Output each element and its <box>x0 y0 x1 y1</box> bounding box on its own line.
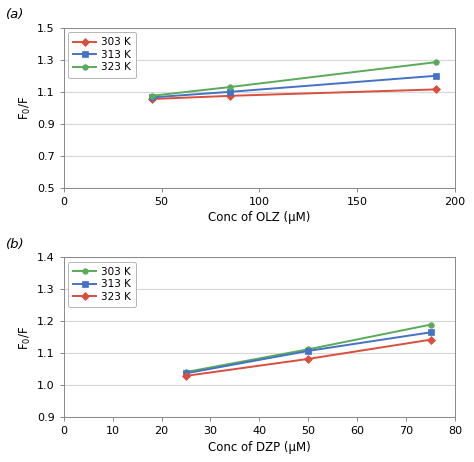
313 K <box>183 371 189 376</box>
Y-axis label: F$_0$/F: F$_0$/F <box>18 96 33 120</box>
Line: 313 K: 313 K <box>149 73 438 100</box>
Text: (a): (a) <box>6 8 25 21</box>
X-axis label: Conc of DZP (μM): Conc of DZP (μM) <box>208 441 311 454</box>
Y-axis label: F$_0$/F: F$_0$/F <box>18 325 33 350</box>
Legend: 303 K, 313 K, 323 K: 303 K, 313 K, 323 K <box>68 32 137 78</box>
323 K <box>149 93 155 98</box>
313 K <box>428 329 434 335</box>
Line: 323 K: 323 K <box>149 60 438 98</box>
X-axis label: Conc of OLZ (μM): Conc of OLZ (μM) <box>208 211 310 224</box>
323 K <box>227 84 233 90</box>
Legend: 303 K, 313 K, 323 K: 303 K, 313 K, 323 K <box>68 261 137 307</box>
323 K <box>305 356 311 362</box>
Line: 303 K: 303 K <box>149 87 438 102</box>
Text: (b): (b) <box>6 238 25 251</box>
Line: 323 K: 323 K <box>183 337 433 379</box>
303 K <box>149 96 155 102</box>
303 K <box>428 322 434 328</box>
303 K <box>305 346 311 352</box>
303 K <box>183 369 189 375</box>
313 K <box>433 73 438 79</box>
313 K <box>149 95 155 100</box>
Line: 303 K: 303 K <box>183 322 433 375</box>
323 K <box>428 337 434 342</box>
303 K <box>433 87 438 92</box>
323 K <box>183 373 189 379</box>
Line: 313 K: 313 K <box>183 329 433 376</box>
323 K <box>433 60 438 65</box>
313 K <box>305 348 311 353</box>
303 K <box>227 93 233 98</box>
313 K <box>227 89 233 95</box>
